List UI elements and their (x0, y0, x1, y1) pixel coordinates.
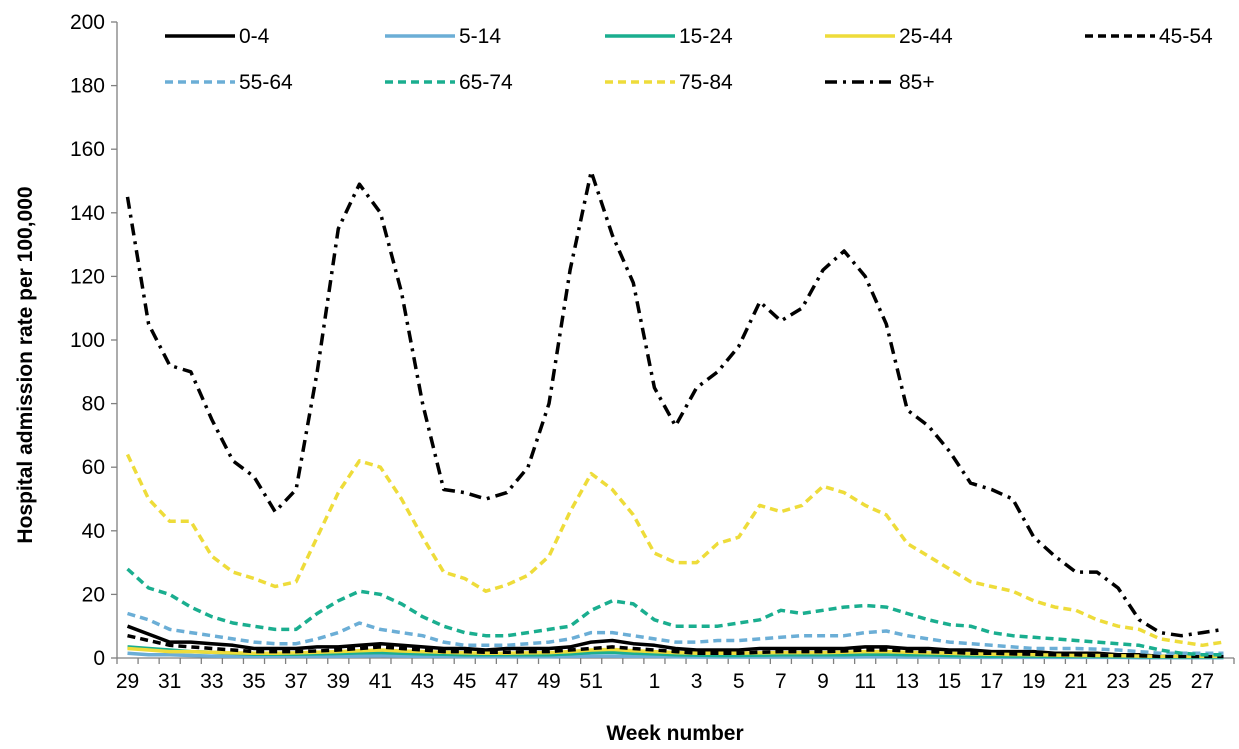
x-tick-label: 35 (242, 670, 265, 693)
legend-item: 65-74 (385, 71, 513, 94)
x-tick-label: 39 (327, 670, 350, 693)
y-tick-label: 40 (82, 520, 105, 543)
legend-item: 5-14 (385, 25, 501, 48)
x-tick-label: 27 (1191, 670, 1214, 693)
legend-label: 5-14 (459, 25, 501, 48)
x-tick-label: 41 (369, 670, 392, 693)
x-tick-label: 5 (733, 670, 745, 693)
x-tick-label: 11 (854, 670, 876, 693)
y-tick-label: 200 (70, 11, 105, 34)
legend: 0-4 5-14 15-24 25-44 45-54 55-64 65-74 75-84 85+ (165, 25, 1213, 94)
series-line-75-84 (125, 453, 1224, 648)
y-tick-label: 120 (70, 265, 105, 288)
x-tick-label: 15 (938, 670, 961, 693)
x-axis: 29 31 33 35 37 39 41 43 45 47 49 51 1 3 5 7 9 11 13 15 17 19 2… (116, 657, 1235, 693)
x-tick-label: 47 (495, 670, 518, 693)
legend-label: 45-54 (1159, 25, 1213, 48)
x-tick-label: 21 (1064, 670, 1087, 693)
x-tick-label: 7 (775, 670, 787, 693)
x-tick-label: 3 (691, 670, 703, 693)
series-line-55-64 (126, 611, 1224, 655)
series-line-65-74 (126, 567, 1224, 657)
legend-label: 15-24 (679, 25, 733, 48)
y-tick-label: 80 (82, 393, 105, 416)
legend-label: 55-64 (239, 71, 293, 94)
legend-label: 85+ (899, 71, 935, 94)
legend-label: 65-74 (459, 71, 513, 94)
legend-item: 75-84 (605, 71, 733, 94)
x-tick-label: 13 (896, 670, 919, 693)
series-line-0-4 (126, 624, 1224, 659)
legend-item: 55-64 (165, 71, 293, 94)
x-tick-label: 19 (1022, 670, 1045, 693)
y-tick-label: 140 (70, 202, 105, 225)
legend-item: 85+ (825, 71, 935, 94)
y-tick-label: 180 (70, 75, 105, 98)
x-tick-label: 1 (649, 670, 661, 693)
x-tick-label: 17 (980, 670, 1003, 693)
legend-item: 45-54 (1085, 25, 1213, 48)
x-axis-title: Week number (606, 722, 743, 745)
x-tick-label: 49 (537, 670, 560, 693)
legend-item: 0-4 (165, 25, 270, 48)
x-tick-label: 31 (158, 670, 181, 693)
x-tick-label: 43 (411, 670, 434, 693)
legend-item: 25-44 (825, 25, 953, 48)
y-tick-label: 20 (82, 583, 105, 606)
y-tick-label: 0 (93, 647, 105, 670)
legend-item: 15-24 (605, 25, 733, 48)
x-tick-label: 37 (284, 670, 307, 693)
series-line-85+ (125, 169, 1224, 638)
y-axis: 0 20 40 60 80 100 120 140 160 180 200 (70, 11, 118, 670)
legend-label: 75-84 (679, 71, 733, 94)
y-tick-label: 100 (70, 329, 105, 352)
x-tick-label: 29 (116, 670, 139, 693)
x-tick-label: 33 (200, 670, 223, 693)
y-axis-title: Hospital admission rate per 100,000 (14, 186, 37, 543)
x-tick-label: 51 (580, 670, 603, 693)
legend-label: 25-44 (899, 25, 953, 48)
y-tick-label: 160 (70, 138, 105, 161)
x-tick-label: 9 (817, 670, 829, 693)
x-tick-label: 23 (1106, 670, 1129, 693)
x-tick-label: 25 (1149, 670, 1172, 693)
legend-label: 0-4 (239, 25, 270, 48)
series-line-45-54 (127, 633, 1224, 659)
series-lines (125, 169, 1224, 660)
x-tick-label: 45 (453, 670, 476, 693)
y-tick-label: 60 (82, 456, 105, 479)
